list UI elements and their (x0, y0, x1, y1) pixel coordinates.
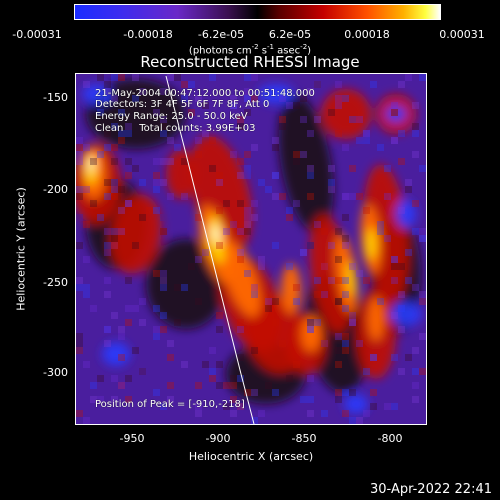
energy-range-text: Energy Range: 25.0 - 50.0 keV (95, 111, 248, 122)
colorbar-tick: -0.00018 (123, 29, 172, 40)
detectors-text: Detectors: 3F 4F 5F 6F 7F 8F, Att 0 (95, 99, 269, 110)
timestamp: 30-Apr-2022 22:41 (370, 482, 492, 497)
y-tick: -250 (34, 277, 68, 288)
colorbar-tick: 6.2e-05 (269, 29, 311, 40)
colorbar-tick: 0.00018 (344, 29, 390, 40)
x-axis-label: Heliocentric X (arcsec) (75, 450, 427, 463)
y-tick: -150 (34, 92, 68, 103)
image-title: Reconstructed RHESSI Image (0, 53, 500, 71)
clean-counts-text: Clean Total counts: 3.99E+03 (95, 123, 255, 134)
colorbar-tick: 0.00031 (439, 29, 485, 40)
x-tick: -800 (378, 433, 403, 444)
y-tick: -300 (34, 367, 68, 378)
colorbar-tick: -6.2e-05 (198, 29, 244, 40)
time-range-text: 21-May-2004 00:47:12.000 to 00:51:48.000 (95, 88, 315, 99)
x-tick: -900 (206, 433, 231, 444)
y-axis-label: Heliocentric Y (arcsec) (15, 187, 28, 311)
peak-position-text: Position of Peak = [-910,-218] (95, 399, 245, 410)
x-tick: -950 (120, 433, 145, 444)
colorbar-tick: -0.00031 (12, 29, 61, 40)
rhessi-image-plot: 21-May-2004 00:47:12.000 to 00:51:48.000… (75, 73, 427, 425)
colorbar (74, 4, 441, 20)
y-tick: -200 (34, 184, 68, 195)
x-tick: -850 (292, 433, 317, 444)
